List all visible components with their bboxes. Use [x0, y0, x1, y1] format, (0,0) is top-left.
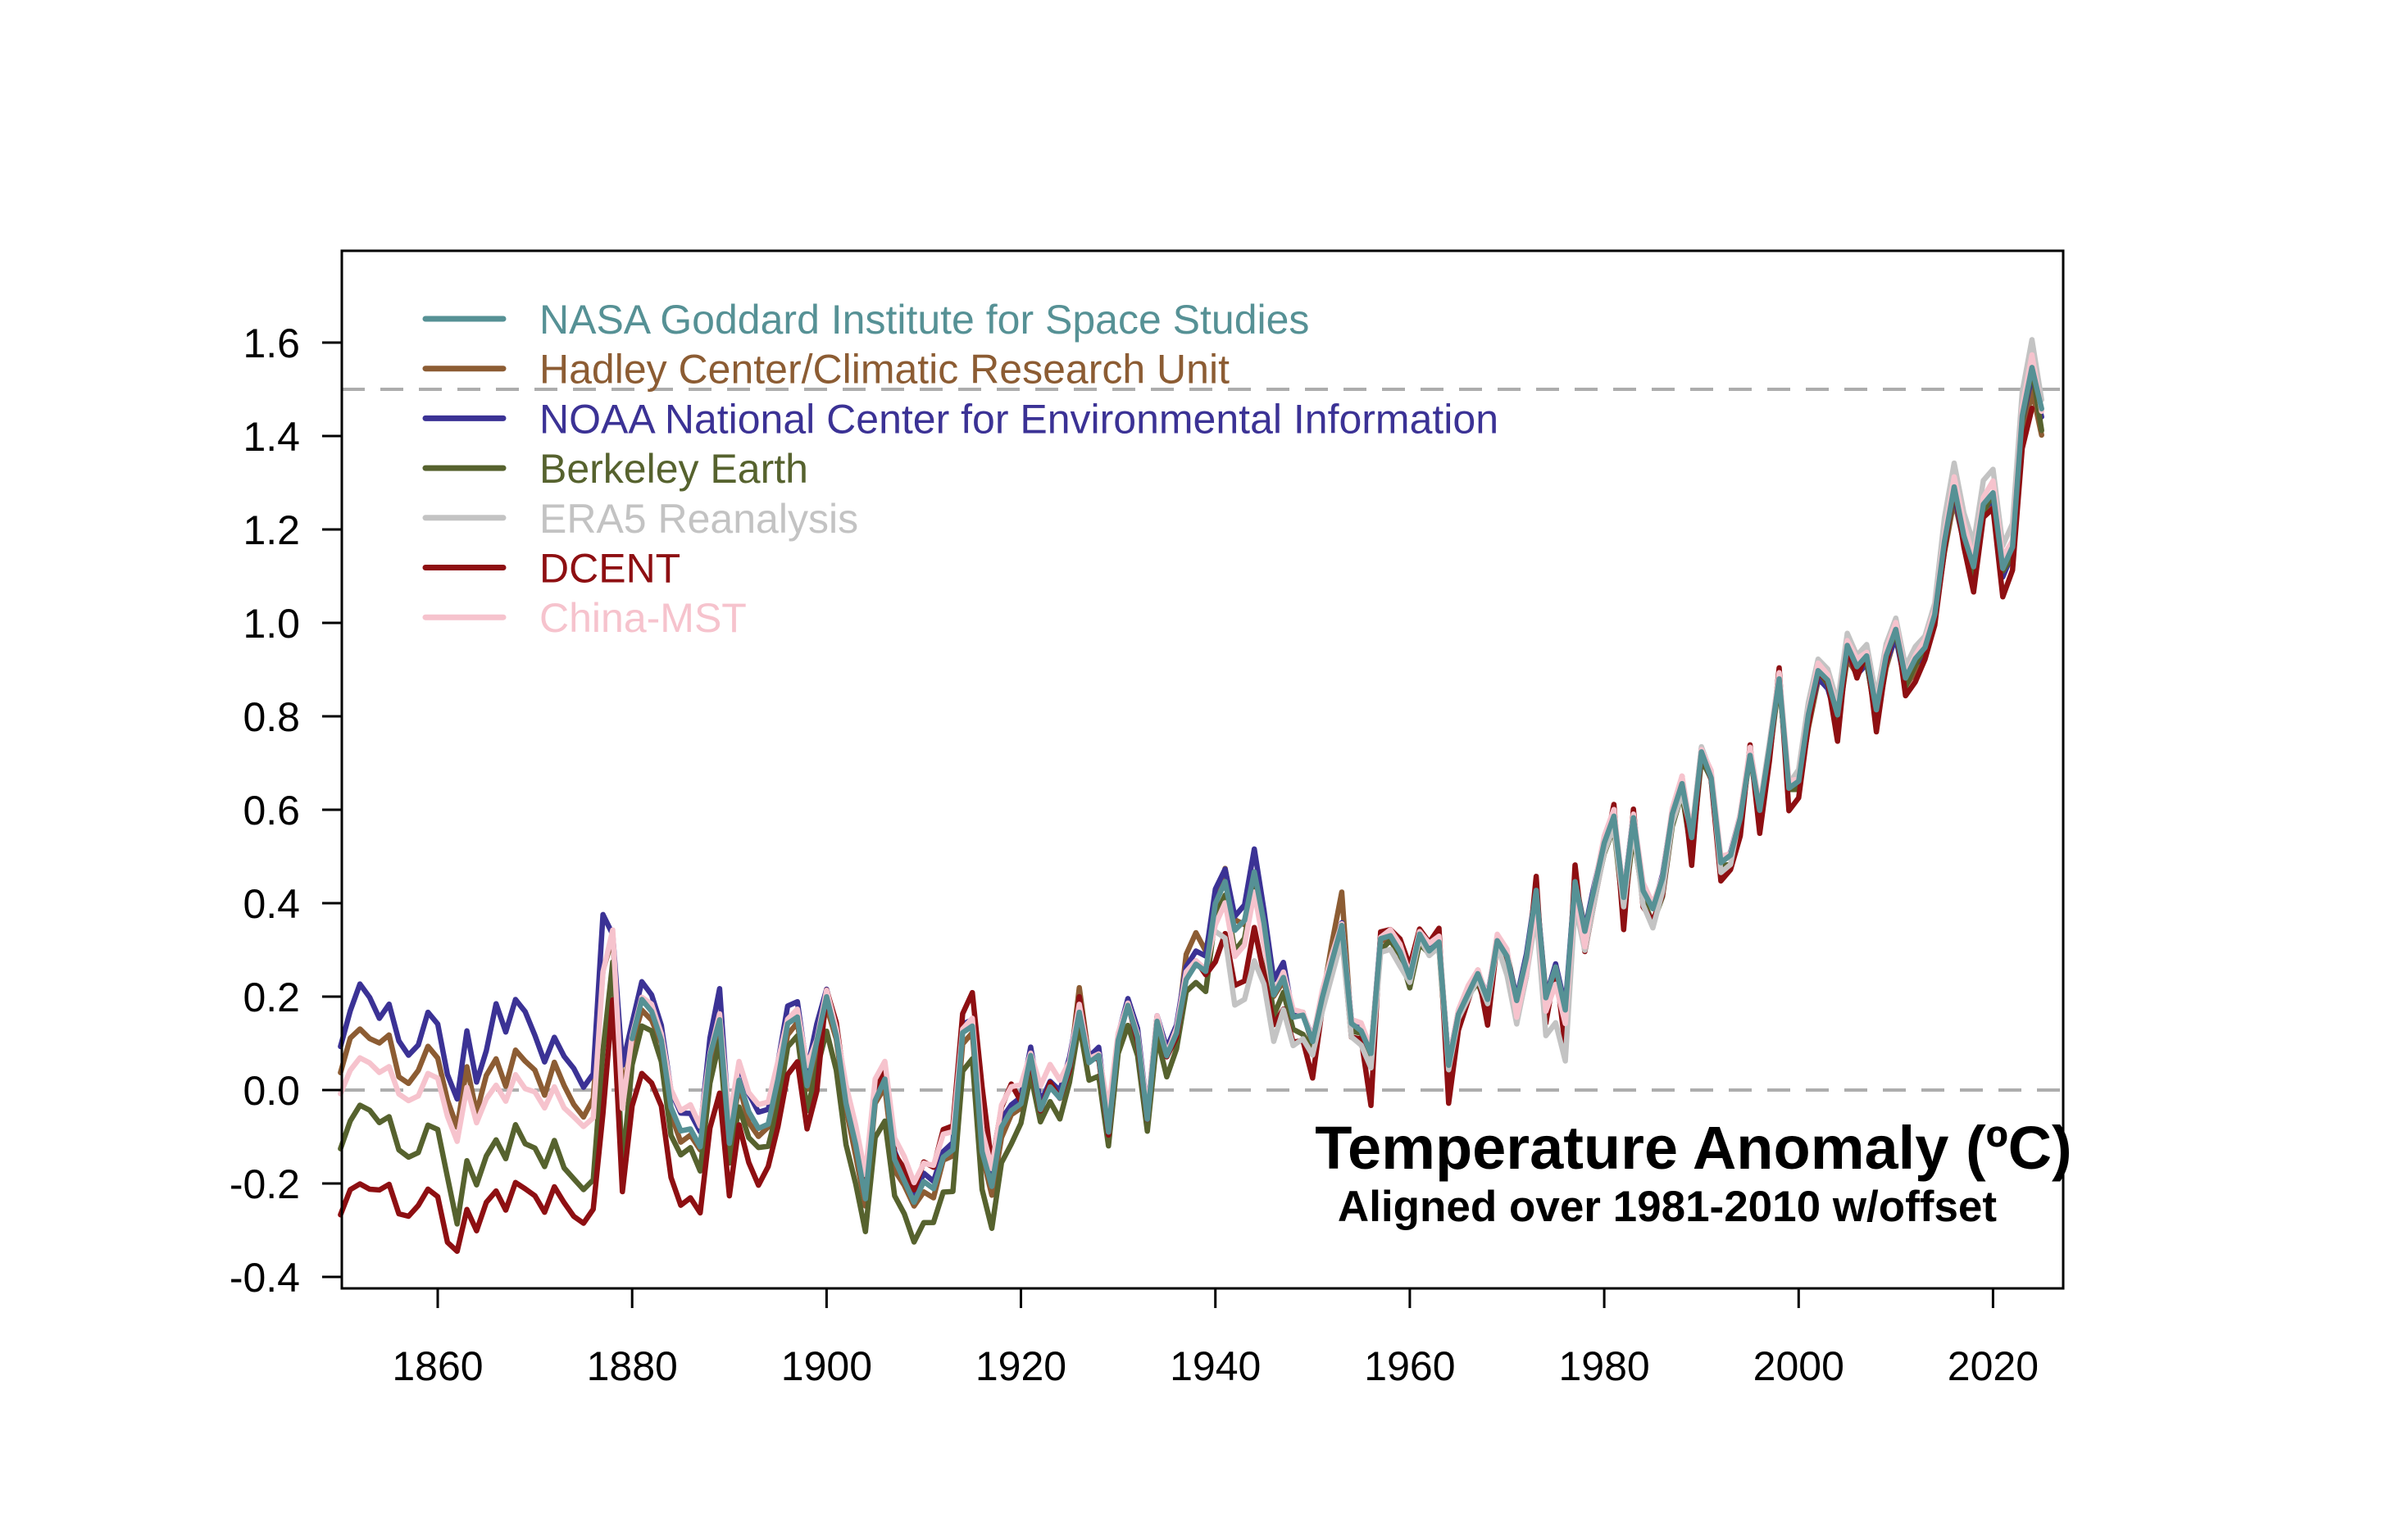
svg-text:NASA Goddard Institute for Spa: NASA Goddard Institute for Space Studies: [539, 297, 1309, 343]
svg-text:1860: 1860: [392, 1343, 483, 1389]
svg-text:China-MST: China-MST: [539, 595, 747, 641]
svg-text:1920: 1920: [975, 1343, 1066, 1389]
svg-text:1.0: 1.0: [243, 601, 300, 647]
svg-text:ERA5 Reanalysis: ERA5 Reanalysis: [539, 496, 858, 542]
svg-text:-0.2: -0.2: [230, 1161, 300, 1207]
svg-text:Aligned over 1981-2010 w/offse: Aligned over 1981-2010 w/offset: [1338, 1183, 1997, 1231]
svg-text:Berkeley Earth: Berkeley Earth: [539, 446, 808, 492]
svg-text:1900: 1900: [781, 1343, 872, 1389]
svg-text:1940: 1940: [1170, 1343, 1261, 1389]
svg-text:0.4: 0.4: [243, 881, 300, 927]
svg-text:Temperature Anomaly (ºC): Temperature Anomaly (ºC): [1315, 1114, 2071, 1182]
svg-text:1.4: 1.4: [243, 414, 300, 460]
svg-text:1980: 1980: [1558, 1343, 1649, 1389]
svg-text:Hadley Center/Climatic Researc: Hadley Center/Climatic Research Unit: [539, 347, 1230, 393]
svg-text:1.6: 1.6: [243, 320, 300, 366]
svg-text:DCENT: DCENT: [539, 546, 680, 592]
svg-text:0.8: 0.8: [243, 694, 300, 740]
svg-text:1.2: 1.2: [243, 507, 300, 553]
svg-text:NOAA National Center for Envir: NOAA National Center for Environmental I…: [539, 396, 1498, 442]
svg-text:1960: 1960: [1364, 1343, 1455, 1389]
svg-text:1880: 1880: [587, 1343, 678, 1389]
svg-text:0.2: 0.2: [243, 974, 300, 1020]
svg-text:2020: 2020: [1948, 1343, 2039, 1389]
svg-text:0.6: 0.6: [243, 788, 300, 834]
svg-text:-0.4: -0.4: [230, 1255, 300, 1301]
svg-text:0.0: 0.0: [243, 1068, 300, 1114]
svg-text:2000: 2000: [1753, 1343, 1844, 1389]
